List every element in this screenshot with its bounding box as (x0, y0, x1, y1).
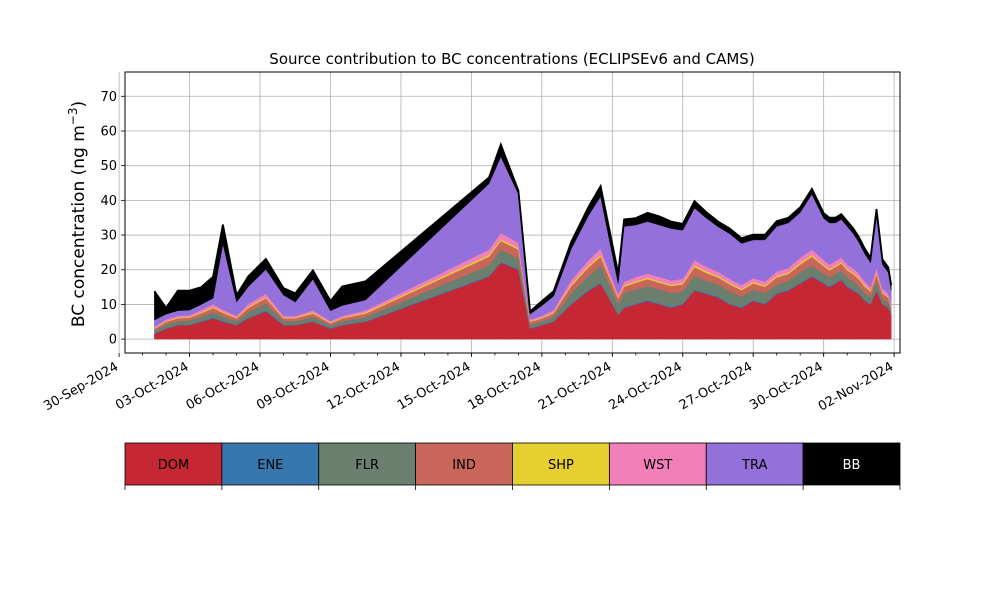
legend-colorbar: DOM ENE FLR IND SHP WST TRA BB (124, 442, 901, 490)
legend-swatch-dom (124, 442, 223, 486)
y-tick-label: 40 (100, 194, 117, 209)
legend-swatch-flr (318, 442, 417, 486)
y-tick-label: 60 (100, 124, 117, 139)
y-axis-label-close: ) (69, 101, 89, 108)
x-tick-label: 24-Oct-2024 (606, 359, 684, 413)
legend-swatch-bb (802, 442, 901, 486)
chart-title: Source contribution to BC concentrations… (269, 50, 754, 68)
y-tick-label: 50 (100, 159, 117, 174)
x-tick-label: 15-Oct-2024 (395, 359, 473, 413)
x-tick-label: 18-Oct-2024 (465, 359, 543, 413)
legend-label-shp: SHP (548, 458, 574, 473)
legend-label-flr: FLR (355, 458, 379, 473)
plot-frame (124, 71, 901, 354)
x-tick-label: 30-Oct-2024 (747, 359, 825, 413)
legend-label-ene: ENE (257, 458, 283, 473)
y-tick-label: 0 (109, 333, 117, 348)
x-tick-label: 06-Oct-2024 (184, 359, 262, 413)
x-tick-label: 12-Oct-2024 (325, 359, 403, 413)
legend-swatch-ene (221, 442, 320, 486)
x-tick-label: 30-Sep-2024 (41, 359, 121, 414)
y-tick-label: 30 (100, 229, 117, 244)
y-axis-label: BC concentration (ng m−3) (66, 101, 89, 327)
x-tick-label: 03-Oct-2024 (113, 359, 191, 413)
legend-label-tra: TRA (741, 458, 767, 473)
legend-swatch-tra (705, 442, 804, 486)
legend-swatch-shp (512, 442, 610, 486)
total-outline (153, 141, 893, 314)
x-tick-label: 09-Oct-2024 (254, 359, 332, 413)
legend-label-dom: DOM (158, 458, 189, 473)
x-tick-label: 21-Oct-2024 (536, 359, 614, 413)
y-tick-label: 10 (100, 298, 117, 313)
legend-swatch-ind (415, 442, 513, 486)
y-tick-label: 20 (100, 263, 117, 278)
legend-swatch-wst (608, 442, 707, 486)
y-axis-label-superscript: −3 (66, 107, 80, 125)
x-tick-label: 02-Nov-2024 (816, 359, 896, 414)
x-tick-label: 27-Oct-2024 (677, 359, 755, 413)
y-axis-label-main: BC concentration (ng m (69, 125, 89, 327)
stacked-areas (153, 141, 893, 340)
legend-label-wst: WST (643, 458, 672, 473)
y-tick-label: 70 (100, 90, 117, 105)
legend-label-bb: BB (843, 458, 861, 473)
legend-label-ind: IND (452, 458, 476, 473)
